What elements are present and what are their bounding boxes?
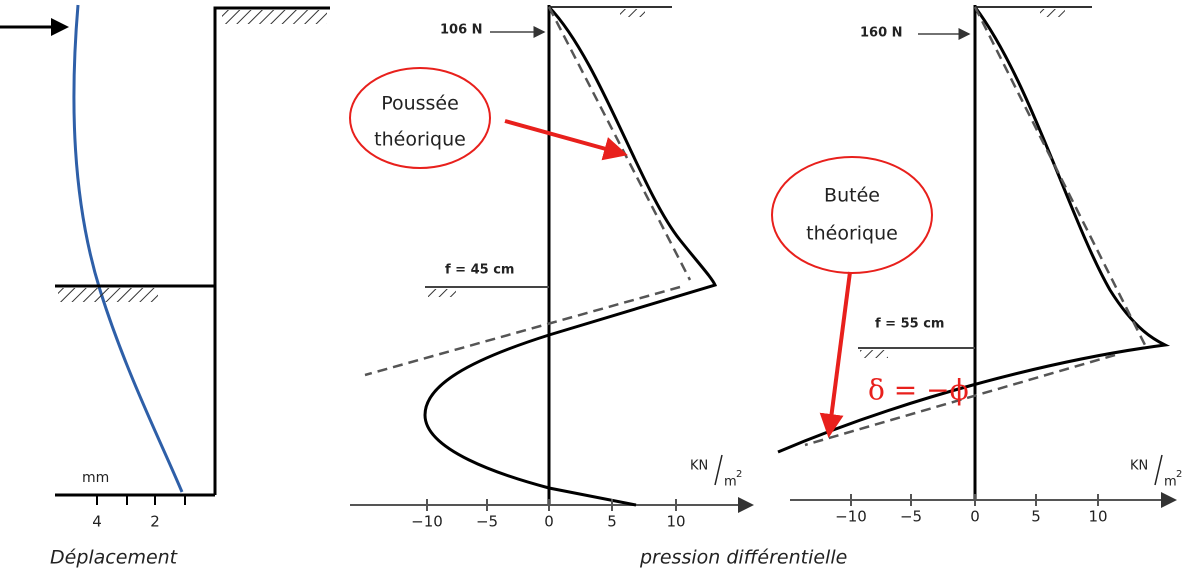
theoretical-pressure — [804, 6, 1147, 447]
tick-label: −10 — [835, 508, 867, 526]
callout-arrow — [504, 119, 628, 161]
unit-label: mm — [82, 470, 109, 486]
force-label: 160 N — [860, 26, 903, 41]
tick-label: 10 — [1088, 508, 1107, 526]
tick-label: −5 — [900, 508, 922, 526]
depth-label: f = 55 cm — [875, 317, 944, 332]
unit-exp: 2 — [1176, 469, 1182, 480]
callout — [771, 156, 933, 274]
tick-label: 2 — [150, 513, 160, 531]
angle-label: δ = −ϕ — [868, 374, 969, 407]
unit-num: KN — [690, 459, 708, 474]
right-panel: 160 N f = 55 cm Butée théorique δ = −ϕ K… — [771, 5, 1182, 526]
wall — [213, 6, 330, 495]
theoretical-pressure — [364, 6, 692, 377]
unit-exp: 2 — [736, 469, 742, 480]
left-panel: mm 4 2 Déplacement — [0, 4, 330, 569]
middle-panel: 106 N f = 45 cm Poussée théorique KN m 2… — [349, 5, 754, 531]
unit-den: m — [724, 475, 737, 490]
ground-hatch — [620, 9, 645, 17]
ground-hatch — [58, 288, 158, 302]
displacement-curve — [72, 4, 184, 493]
unit-label: KN m 2 — [690, 454, 742, 490]
callout — [349, 67, 491, 169]
ground-hatch — [222, 10, 327, 24]
caption: Déplacement — [50, 547, 179, 569]
unit-label: KN m 2 — [1130, 454, 1182, 490]
tick-label: 0 — [544, 513, 554, 531]
unit-den: m — [1164, 475, 1177, 490]
tick-label: 10 — [666, 513, 685, 531]
tick-label: 5 — [1031, 508, 1041, 526]
depth-label: f = 45 cm — [445, 263, 514, 278]
caption: pression différentielle — [639, 547, 847, 569]
tick-label: −10 — [411, 513, 443, 531]
callout-text: Butée — [824, 185, 880, 207]
unit-num: KN — [1130, 459, 1148, 474]
callout-text: théorique — [806, 223, 898, 245]
measured-pressure — [423, 5, 718, 507]
callout-text: Poussée — [381, 93, 459, 115]
tick-label: −5 — [476, 513, 498, 531]
callout-text: théorique — [374, 129, 466, 151]
ground-hatch — [428, 289, 456, 297]
tick-label: 0 — [970, 508, 980, 526]
callout-arrow — [819, 271, 852, 438]
measured-pressure — [777, 6, 1171, 454]
force-label: 106 N — [440, 23, 483, 38]
ground-hatch — [860, 350, 888, 358]
ground-hatch — [1040, 9, 1065, 17]
tick-label: 4 — [92, 513, 102, 531]
tick-label: 5 — [607, 513, 617, 531]
